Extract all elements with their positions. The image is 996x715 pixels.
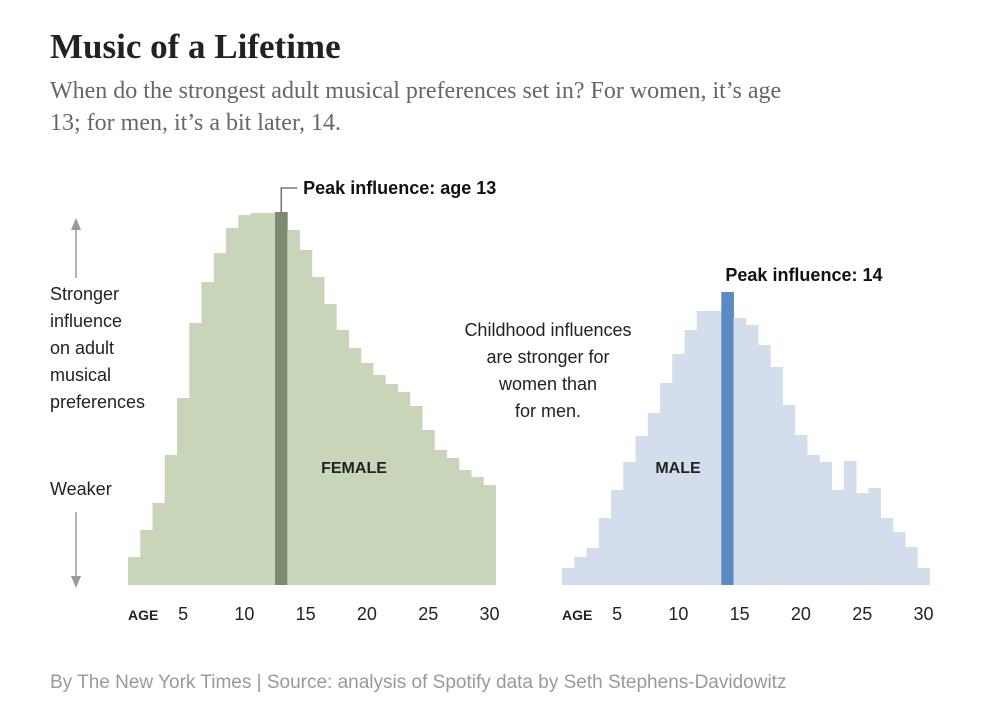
peak-annotation: Peak influence: age 13 (303, 178, 496, 198)
bar (287, 230, 300, 585)
bar (458, 470, 472, 585)
footer: By The New York Times | Source: analysis… (50, 672, 786, 693)
x-tick-label: 15 (296, 604, 316, 624)
x-tick-label: 10 (668, 604, 688, 624)
arrows (71, 218, 81, 588)
bar (574, 557, 587, 585)
bar (360, 363, 374, 585)
bar (373, 375, 386, 585)
annotation-line (280, 187, 298, 212)
bar (422, 430, 435, 585)
bar (758, 345, 771, 585)
bar (819, 462, 832, 585)
bar (226, 228, 239, 585)
bar (721, 292, 734, 585)
middle-note: women than (498, 374, 597, 394)
bar (586, 548, 600, 585)
x-tick-label: 25 (852, 604, 872, 624)
x-tick-label: 5 (612, 604, 622, 624)
middle-note: are stronger for (486, 347, 609, 367)
bar (660, 383, 673, 585)
y-note: influence (50, 311, 122, 331)
x-tick-label: 20 (791, 604, 811, 624)
x-axis-label: AGE (562, 607, 592, 623)
bar (880, 518, 894, 585)
subtitle: When do the strongest adult musical pref… (50, 78, 781, 104)
bar (672, 354, 685, 585)
bar (213, 253, 227, 585)
middle-note: Childhood influences (464, 320, 631, 340)
bar (409, 406, 423, 585)
bar (709, 311, 722, 585)
x-tick-label: 5 (178, 604, 188, 624)
bar (238, 215, 251, 585)
bar (201, 282, 215, 585)
bar (140, 530, 153, 585)
bar (905, 547, 918, 585)
bar (177, 398, 190, 585)
bar (275, 212, 288, 585)
title: Music of a Lifetime (50, 27, 341, 66)
bar (164, 455, 178, 585)
bar (311, 277, 325, 585)
bar (892, 532, 906, 585)
bar (336, 330, 349, 585)
bar (794, 435, 808, 585)
bar (831, 490, 845, 585)
y-note: on adult (50, 338, 114, 358)
subtitle: 13; for men, it’s a bit later, 14. (50, 110, 341, 136)
bar (446, 458, 460, 585)
x-tick-label: 30 (913, 604, 933, 624)
series-label: MALE (655, 460, 701, 477)
bar (868, 488, 881, 585)
series-label: FEMALE (321, 460, 387, 477)
bar (770, 367, 783, 585)
y-note: musical (50, 365, 111, 385)
y-note: preferences (50, 392, 145, 412)
bar (807, 455, 820, 585)
bar (733, 318, 747, 585)
bar (385, 384, 398, 585)
bar (745, 325, 759, 585)
x-tick-label: 30 (479, 604, 499, 624)
bar (856, 493, 869, 585)
bar (348, 348, 362, 585)
x-tick-label: 15 (730, 604, 750, 624)
bar (471, 477, 484, 585)
bar (434, 450, 447, 585)
bar (843, 461, 857, 585)
bar (635, 436, 649, 585)
x-axis-label: AGE (128, 607, 158, 623)
bar (397, 392, 411, 585)
bar (152, 503, 166, 585)
x-tick-label: 10 (234, 604, 254, 624)
bar (128, 557, 141, 585)
bar (684, 330, 698, 585)
bar (598, 518, 612, 585)
bar (611, 490, 624, 585)
bar (647, 413, 661, 585)
x-tick-label: 25 (418, 604, 438, 624)
bar (917, 568, 930, 585)
bar (262, 213, 276, 585)
bar (623, 462, 636, 585)
bar (483, 485, 496, 585)
bar (696, 311, 710, 585)
bar (562, 568, 575, 585)
y-note: Stronger (50, 284, 119, 304)
bar (324, 304, 337, 585)
y-note: Weaker (50, 479, 112, 499)
bar (250, 213, 264, 585)
bar (782, 405, 796, 585)
peak-annotation: Peak influence: 14 (725, 265, 882, 285)
x-tick-label: 20 (357, 604, 377, 624)
bar (299, 250, 313, 585)
bar (189, 323, 202, 585)
middle-note: for men. (515, 401, 581, 421)
